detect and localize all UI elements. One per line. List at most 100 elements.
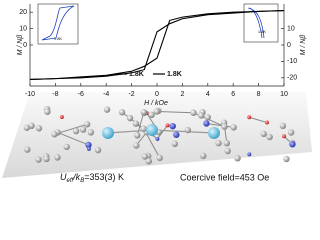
atom bbox=[223, 140, 230, 147]
x-tick-label: -4 bbox=[103, 91, 109, 98]
atom bbox=[134, 132, 141, 139]
atom bbox=[85, 141, 92, 149]
x-tick-label: -8 bbox=[52, 91, 58, 98]
x-axis-label: H / kOe bbox=[144, 100, 168, 107]
atom bbox=[264, 120, 269, 125]
metal-atom bbox=[102, 127, 114, 139]
molecule bbox=[23, 105, 296, 165]
x-tick-label: 10 bbox=[280, 91, 288, 98]
y-tick-label: 10 bbox=[19, 25, 27, 32]
molecule-plane bbox=[2, 92, 312, 178]
legend-label: 1.8K bbox=[167, 71, 182, 78]
atom bbox=[203, 120, 210, 127]
inset-left bbox=[37, 3, 79, 45]
atom bbox=[94, 146, 102, 154]
series-line bbox=[29, 10, 285, 80]
inset-left-curve bbox=[41, 5, 75, 41]
text: U bbox=[60, 172, 67, 182]
atom bbox=[173, 131, 180, 138]
atom bbox=[224, 147, 231, 155]
atom bbox=[103, 106, 111, 113]
metal-atom bbox=[208, 127, 220, 139]
atom bbox=[171, 140, 179, 148]
series-line bbox=[29, 10, 285, 80]
atom bbox=[198, 112, 205, 119]
atom bbox=[204, 114, 211, 121]
atom bbox=[145, 157, 152, 165]
coercive-field: Coercive field=453 Oe bbox=[180, 172, 269, 182]
atom bbox=[140, 125, 147, 132]
atom bbox=[35, 125, 43, 132]
atom bbox=[283, 155, 290, 163]
y-axis-label: M / Nβ bbox=[17, 35, 24, 56]
atom bbox=[234, 155, 241, 162]
x-tick-label: 4 bbox=[206, 91, 210, 98]
x-tick-label: -10 bbox=[25, 91, 35, 98]
x-tick-label: 8 bbox=[257, 91, 261, 98]
atom bbox=[169, 122, 176, 130]
atom bbox=[260, 130, 267, 138]
atom bbox=[282, 134, 287, 139]
atom bbox=[200, 152, 207, 160]
atom bbox=[165, 123, 170, 128]
text: /k bbox=[72, 172, 81, 182]
inset-label: 1.8K bbox=[54, 36, 63, 41]
atom bbox=[133, 142, 140, 149]
atom bbox=[54, 154, 61, 161]
atom bbox=[140, 108, 148, 116]
legend-label: 1.8K bbox=[129, 71, 144, 78]
atom bbox=[289, 141, 296, 148]
text: eff bbox=[67, 178, 75, 184]
y2-tick-label: -20 bbox=[287, 75, 297, 82]
atom bbox=[86, 146, 91, 151]
inset-label: 1.8K bbox=[258, 29, 267, 34]
y2-tick-label: -10 bbox=[287, 58, 297, 65]
atom bbox=[43, 155, 50, 163]
atom bbox=[266, 133, 273, 141]
atom bbox=[148, 111, 155, 119]
atom bbox=[155, 136, 160, 141]
atom bbox=[35, 156, 42, 163]
text: =353(3) K bbox=[84, 172, 124, 182]
y2-axis-label: M / Nβ bbox=[300, 35, 307, 56]
atom bbox=[247, 152, 252, 157]
text: B bbox=[80, 178, 84, 184]
atom bbox=[51, 131, 58, 138]
atom bbox=[79, 126, 87, 133]
inset-right-curve bbox=[247, 7, 265, 39]
atom bbox=[44, 108, 51, 115]
atom bbox=[215, 139, 222, 147]
x-tick-label: 0 bbox=[155, 91, 159, 98]
atom bbox=[63, 143, 70, 151]
atom bbox=[126, 114, 134, 122]
x-tick-label: 6 bbox=[231, 91, 235, 98]
bond bbox=[151, 129, 215, 134]
atom bbox=[184, 126, 192, 134]
y2-tick-label: 10 bbox=[287, 25, 295, 32]
x-tick-label: -2 bbox=[128, 91, 134, 98]
bond bbox=[157, 125, 168, 140]
y-tick-label: 20 bbox=[19, 9, 27, 16]
atom bbox=[132, 120, 140, 127]
atom bbox=[153, 108, 161, 115]
atom bbox=[287, 129, 295, 136]
atom bbox=[230, 124, 237, 131]
energy-barrier: Ueff/kB=353(3) K bbox=[60, 172, 124, 183]
atom bbox=[24, 146, 31, 153]
x-tick-label: 2 bbox=[180, 91, 184, 98]
graphical-abstract: 1.8K 1.8K M / Nβ M / Nβ H / kOe Ueff/kB=… bbox=[2, 3, 312, 184]
atom bbox=[87, 129, 95, 136]
bond bbox=[249, 116, 268, 124]
atom bbox=[72, 127, 80, 135]
x-tick-label: -6 bbox=[78, 91, 84, 98]
atom bbox=[59, 115, 64, 120]
atom bbox=[141, 153, 149, 160]
atom bbox=[23, 124, 31, 131]
y-tick-label: 0 bbox=[23, 42, 27, 49]
atom bbox=[247, 115, 252, 120]
atom bbox=[221, 123, 228, 130]
atom bbox=[279, 122, 287, 130]
y2-tick-label: 0 bbox=[287, 42, 291, 49]
bond bbox=[156, 111, 194, 114]
atom bbox=[83, 121, 91, 128]
